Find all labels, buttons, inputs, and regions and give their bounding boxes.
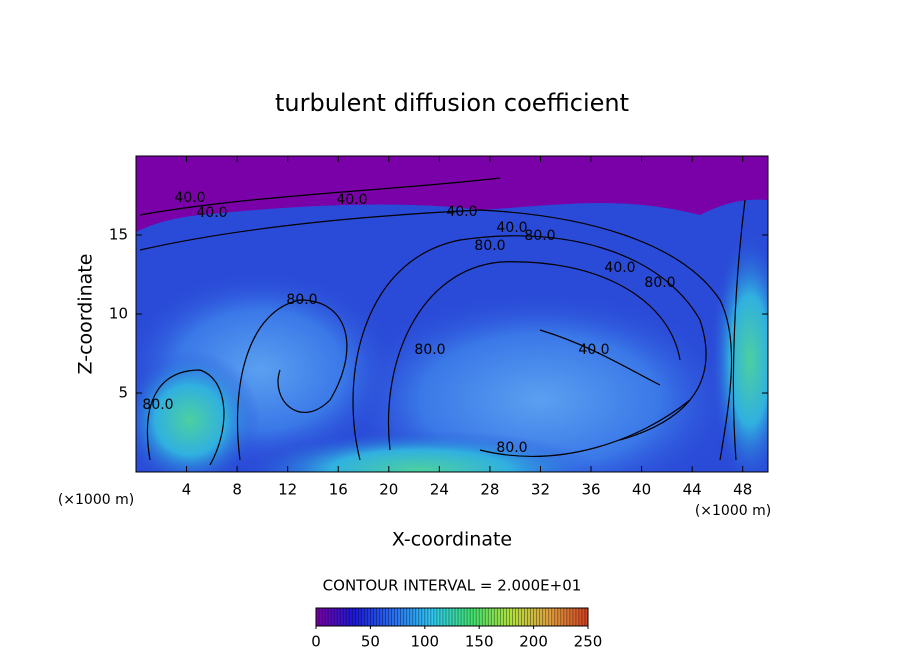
colorbar-tick-label: 100 bbox=[410, 633, 439, 651]
contour-label: 40.0 bbox=[446, 204, 477, 220]
x-tick-label: 28 bbox=[480, 481, 499, 499]
contour-label: 80.0 bbox=[474, 238, 505, 254]
field bbox=[136, 156, 768, 472]
x-axis-label: X-coordinate bbox=[392, 529, 512, 551]
contour-label: 40.0 bbox=[196, 205, 227, 221]
colorbar bbox=[315, 607, 589, 627]
colorbar-tick-label: 50 bbox=[361, 633, 380, 651]
x-tick-label: 44 bbox=[683, 481, 702, 499]
y-tick-label: 5 bbox=[118, 384, 128, 402]
x-tick-label: 4 bbox=[182, 481, 192, 499]
y-axis-label: Z-coordinate bbox=[75, 254, 97, 375]
x-tick-label: 36 bbox=[581, 481, 600, 499]
x-tick-label: 16 bbox=[329, 481, 348, 499]
contour-interval: CONTOUR INTERVAL = 2.000E+01 bbox=[323, 577, 582, 595]
x-tick-label: 32 bbox=[531, 481, 550, 499]
contour-label: 80.0 bbox=[524, 228, 555, 244]
contour-label: 80.0 bbox=[142, 397, 173, 413]
colorbar-tick-label: 0 bbox=[311, 633, 321, 651]
contour-label: 80.0 bbox=[414, 342, 445, 358]
contour-label: 40.0 bbox=[496, 220, 527, 236]
contour-label: 40.0 bbox=[604, 260, 635, 276]
y-unit-label: (×1000 m) bbox=[58, 492, 134, 508]
x-tick-label: 48 bbox=[733, 481, 752, 499]
contour-label: 80.0 bbox=[286, 292, 317, 308]
x-tick-label: 12 bbox=[278, 481, 297, 499]
x-unit-label: (×1000 m) bbox=[695, 503, 771, 519]
x-tick-label: 40 bbox=[632, 481, 651, 499]
x-tick-label: 8 bbox=[232, 481, 242, 499]
chart-title: turbulent diffusion coefficient bbox=[275, 89, 629, 117]
contour-label: 40.0 bbox=[578, 342, 609, 358]
colorbar-tick-label: 250 bbox=[574, 633, 603, 651]
contour-label: 40.0 bbox=[174, 190, 205, 206]
y-tick-label: 15 bbox=[109, 226, 128, 244]
contour-label: 80.0 bbox=[644, 275, 675, 291]
colorbar-tick-label: 150 bbox=[465, 633, 494, 651]
contour-label: 80.0 bbox=[496, 440, 527, 456]
colorbar-tick-label: 200 bbox=[519, 633, 548, 651]
x-tick-label: 24 bbox=[430, 481, 449, 499]
x-tick-label: 20 bbox=[379, 481, 398, 499]
y-tick-label: 10 bbox=[109, 305, 128, 323]
contour-label: 40.0 bbox=[336, 192, 367, 208]
